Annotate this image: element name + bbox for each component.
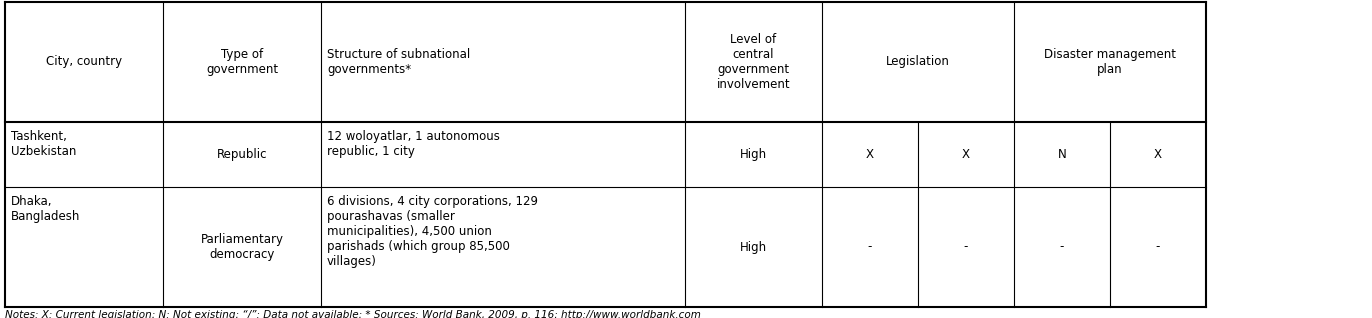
Text: Legislation: Legislation [886,56,949,68]
Text: Level of
central
government
involvement: Level of central government involvement [716,33,790,91]
Text: -: - [1059,240,1065,253]
Text: Structure of subnational
governments*: Structure of subnational governments* [327,48,471,76]
Text: X: X [866,148,874,161]
Text: 6 divisions, 4 city corporations, 129
pourashavas (smaller
municipalities), 4,50: 6 divisions, 4 city corporations, 129 po… [327,195,538,268]
Text: Dhaka,
Bangladesh: Dhaka, Bangladesh [11,195,81,223]
Text: X: X [1154,148,1162,161]
Text: Notes: X: Current legislation; N: Not existing; “/”: Data not available; * Sourc: Notes: X: Current legislation; N: Not ex… [5,310,701,318]
Text: X: X [962,148,970,161]
Text: City, country: City, country [45,56,122,68]
Text: Republic: Republic [217,148,268,161]
Text: Tashkent,
Uzbekistan: Tashkent, Uzbekistan [11,130,77,158]
Text: -: - [963,240,969,253]
Text: -: - [868,240,873,253]
Text: 12 woloyatlar, 1 autonomous
republic, 1 city: 12 woloyatlar, 1 autonomous republic, 1 … [327,130,499,158]
Text: Type of
government: Type of government [206,48,279,76]
Text: Parliamentary
democracy: Parliamentary democracy [200,233,284,261]
Text: High: High [740,148,767,161]
Text: High: High [740,240,767,253]
Text: -: - [1155,240,1161,253]
Text: N: N [1058,148,1066,161]
Text: Disaster management
plan: Disaster management plan [1044,48,1176,76]
